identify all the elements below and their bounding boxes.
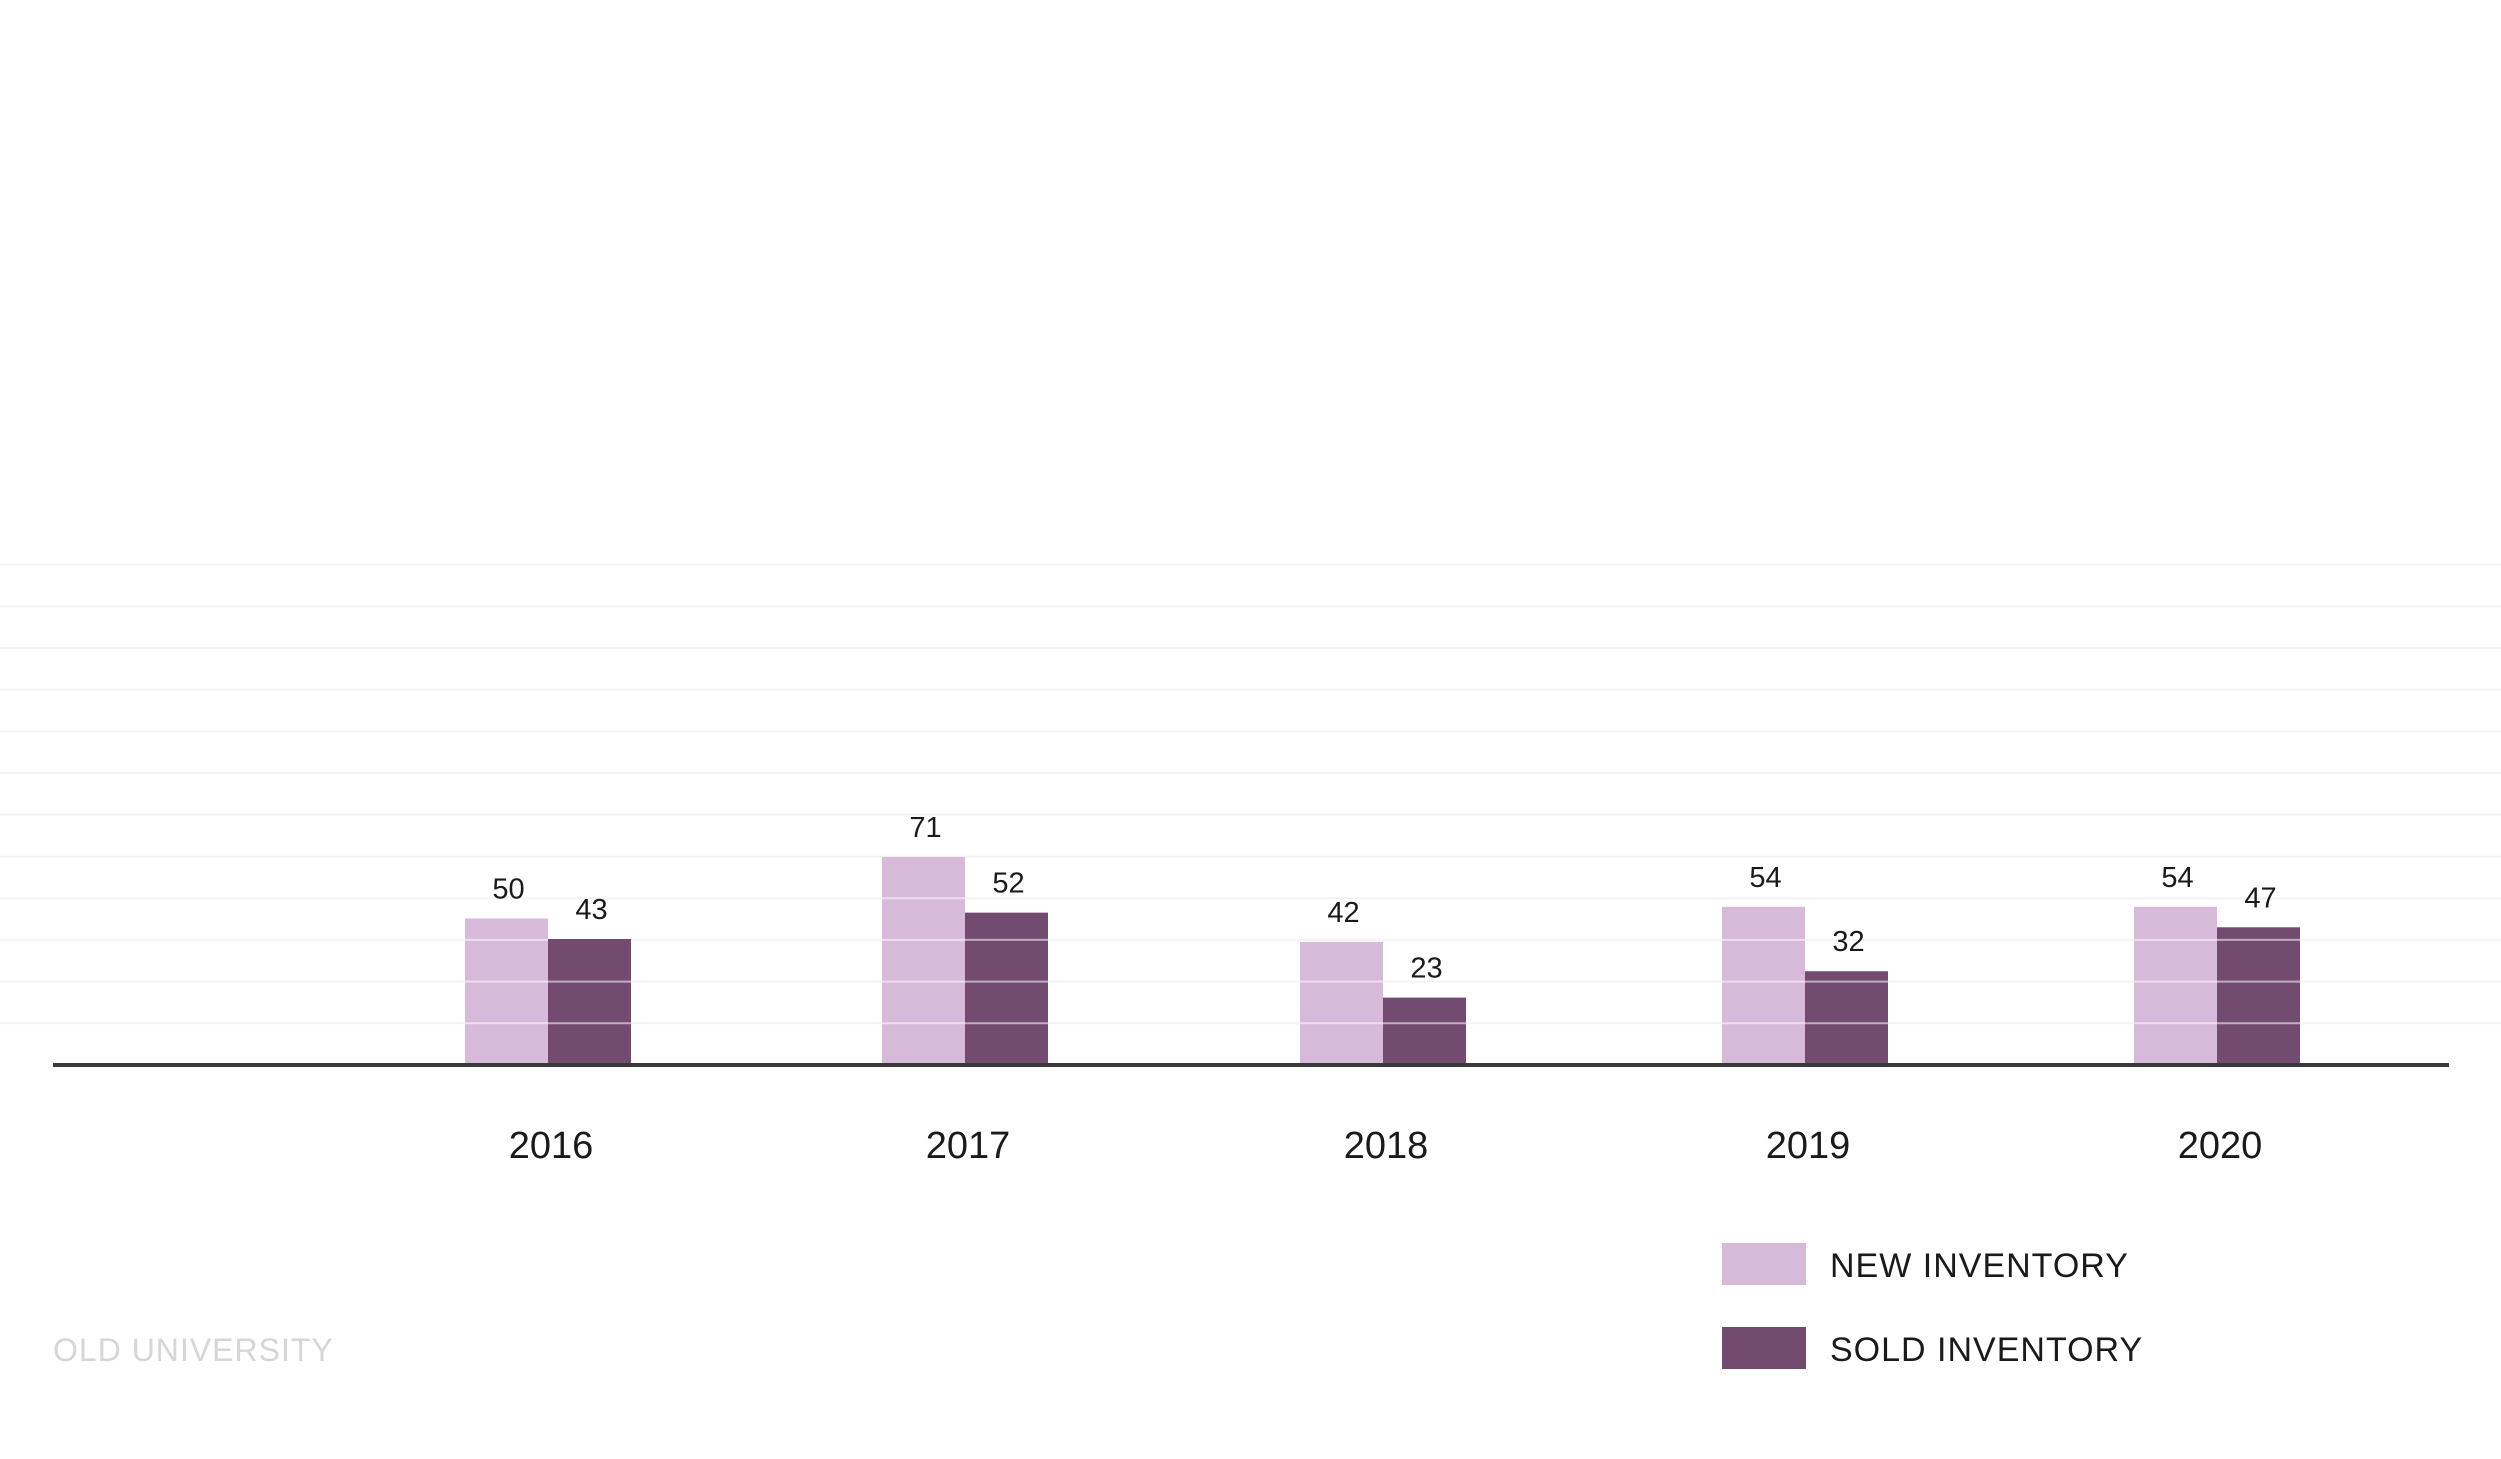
value-label-sold-2016: 43 [575, 894, 607, 926]
x-tick-label-2018: 2018 [1344, 1125, 1429, 1167]
bar-gridlines [465, 897, 2300, 1025]
bar-new-2017 [882, 856, 965, 1065]
legend: NEW INVENTORY SOLD INVENTORY [1722, 1243, 2143, 1369]
x-axis-ticks: 2016 2017 2018 2019 2020 [509, 1125, 2263, 1167]
value-label-new-2017: 71 [909, 812, 941, 844]
value-label-new-2019: 54 [1749, 862, 1781, 894]
bar-sold-2016 [548, 939, 631, 1065]
bar-new-2020 [2134, 906, 2217, 1065]
value-label-new-2018: 42 [1327, 897, 1359, 929]
x-tick-label-2016: 2016 [509, 1125, 594, 1167]
value-label-new-2016: 50 [492, 874, 524, 906]
gridlines [0, 563, 2501, 1025]
watermark-text: OLD UNIVERSITY [53, 1332, 334, 1368]
bar-new-2018 [1300, 941, 1383, 1065]
value-label-sold-2017: 52 [992, 868, 1024, 900]
bar-sold-2019 [1805, 971, 1888, 1065]
value-label-sold-2018: 23 [1410, 953, 1442, 985]
x-tick-label-2017: 2017 [926, 1125, 1011, 1167]
value-label-new-2020: 54 [2161, 862, 2193, 894]
bar-sold-2018 [1383, 997, 1466, 1065]
value-labels: 50 43 71 52 42 23 54 32 54 47 [492, 812, 2276, 985]
legend-swatch-new [1722, 1243, 1806, 1285]
bar-new-2019 [1722, 906, 1805, 1065]
x-tick-label-2019: 2019 [1766, 1125, 1851, 1167]
legend-label-sold: SOLD INVENTORY [1830, 1331, 2143, 1369]
bar-sold-2017 [965, 912, 1048, 1065]
value-label-sold-2019: 32 [1832, 926, 1864, 958]
bar-new-2016 [465, 918, 548, 1065]
bars [465, 856, 2300, 1065]
legend-swatch-sold [1722, 1327, 1806, 1369]
value-label-sold-2020: 47 [2244, 882, 2276, 914]
x-tick-label-2020: 2020 [2178, 1125, 2263, 1167]
legend-label-new: NEW INVENTORY [1830, 1247, 2129, 1285]
bar-sold-2020 [2217, 927, 2300, 1065]
